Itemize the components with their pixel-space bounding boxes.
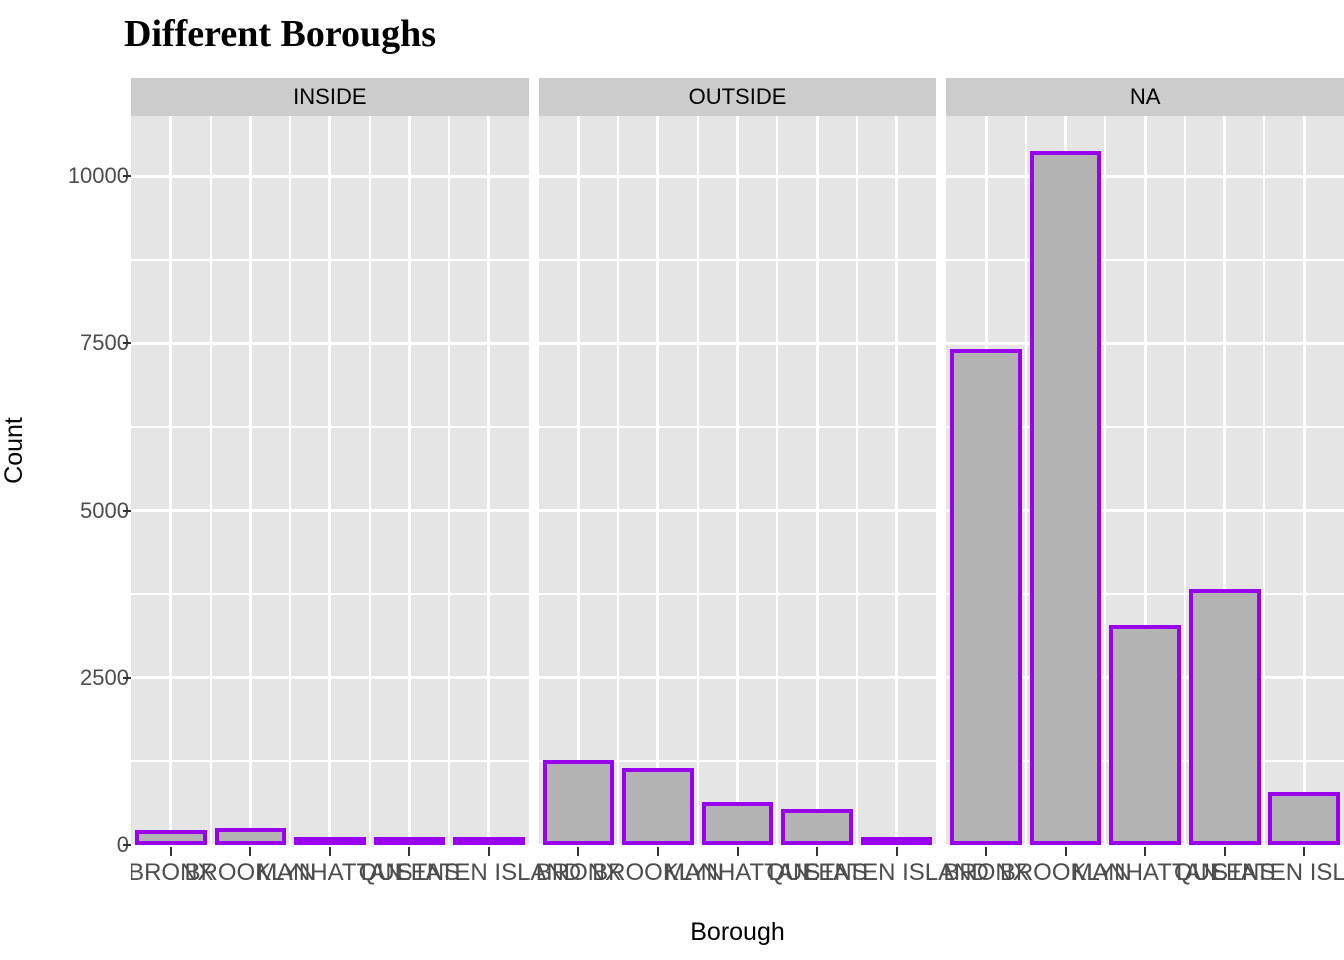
gridline-minor-vertical [1024, 116, 1027, 845]
bar[interactable] [294, 837, 366, 845]
bar-group [946, 116, 1344, 845]
y-axis-tick-mark [123, 844, 131, 846]
y-axis-tick-label: 0 [116, 832, 129, 857]
x-axis-tick-label: QUEENS [766, 859, 868, 886]
x-axis-tick-label: MANHATTAN [1072, 859, 1219, 886]
x-axis-tick-label: BRONX [535, 859, 622, 886]
gridline-minor-vertical [1183, 116, 1186, 845]
gridline-major-vertical [248, 116, 252, 845]
gridline-major-vertical [1223, 116, 1227, 845]
x-axis-tick-mark [408, 847, 411, 856]
gridline-major-vertical [1302, 116, 1306, 845]
bar-group [131, 116, 529, 845]
bar[interactable] [701, 802, 774, 845]
x-axis-tick-mark [249, 847, 252, 856]
x-axis-tick-mark [328, 847, 331, 856]
x-axis-tick-mark [577, 847, 580, 856]
gridline-major-vertical [487, 116, 491, 845]
x-axis-tick-mark [1303, 847, 1306, 856]
x-axis-tick-label: BROOKLYN [592, 859, 724, 886]
x-axis-tick-mark [487, 847, 490, 856]
x-axis-tick-mark [656, 847, 659, 856]
y-axis-tick-mark [123, 342, 131, 345]
bar[interactable] [950, 348, 1022, 845]
bar[interactable] [214, 827, 287, 845]
gridline-minor-vertical [617, 116, 620, 845]
gridline-major-vertical [169, 116, 173, 845]
facet-strip-label: OUTSIDE [538, 78, 937, 116]
gridline-major-vertical [656, 116, 660, 845]
bar-group [539, 116, 937, 845]
facet-panel-inside: INSIDE [131, 78, 529, 845]
x-axis-tick-label: STATEN ISLAND [396, 859, 582, 886]
gridline-major-vertical [1143, 116, 1147, 845]
x-axis-tick-mark [816, 847, 819, 856]
gridline-minor-vertical [855, 116, 858, 845]
gridline-minor-vertical [289, 116, 292, 845]
x-axis-tick-label: BROOKLYN [999, 859, 1132, 886]
y-axis-title: Count [0, 0, 28, 960]
bar[interactable] [1188, 588, 1261, 845]
x-axis-tick-label: MANHATTAN [256, 859, 403, 886]
x-axis-tick-label: BROOKLYN [184, 859, 317, 886]
bar[interactable] [622, 768, 694, 845]
y-axis-tick-mark [123, 175, 131, 178]
page-title: Different Boroughs [124, 13, 437, 55]
x-axis-tick-mark [1223, 847, 1226, 856]
facet-row: INSIDE OUTSIDE NA [131, 78, 1344, 845]
y-axis-tick-mark [123, 509, 131, 512]
facet-strip-label: NA [946, 78, 1344, 116]
facet-strip-label: INSIDE [131, 78, 529, 116]
y-axis-tick-label: 10000 [67, 163, 129, 189]
gridline-major-vertical [815, 116, 819, 845]
y-axis-tick-label: 7500 [80, 330, 129, 356]
x-axis-tick-label: STATEN ISLAND [1211, 859, 1344, 886]
x-axis-tick-mark [736, 847, 739, 856]
bar[interactable] [781, 808, 853, 845]
y-axis-title-label: Count [0, 416, 28, 484]
gridline-major-vertical [736, 116, 739, 845]
bar[interactable] [1029, 150, 1102, 845]
x-axis-tick-label: STATEN ISLAND [804, 859, 989, 886]
y-axis-tick-label: 5000 [80, 497, 129, 523]
x-axis-tick-mark [169, 847, 172, 856]
gridline-major-vertical [407, 116, 411, 845]
x-axis-title: Borough [690, 918, 785, 946]
x-axis-tick-mark [895, 847, 898, 856]
bar[interactable] [860, 837, 933, 845]
x-axis-tick-mark [1144, 847, 1147, 856]
gridline-minor-vertical [368, 116, 371, 845]
gridline-minor-vertical [1263, 116, 1266, 845]
x-axis-tick-label: BRONX [131, 859, 214, 886]
y-axis-tick-mark [123, 676, 131, 679]
plot-panel [131, 116, 529, 845]
y-axis-tick-label: 2500 [80, 664, 129, 690]
gridline-minor-vertical [696, 116, 699, 845]
plot-panel [946, 116, 1344, 845]
bar[interactable] [453, 837, 525, 845]
gridline-minor-vertical [448, 116, 451, 845]
x-axis-tick-label: MANHATTAN [664, 859, 811, 886]
facet-panel-na: NA [946, 78, 1344, 845]
bar[interactable] [1109, 624, 1181, 845]
x-axis-tick-label: BRONX [943, 859, 1029, 886]
bar[interactable] [542, 760, 615, 845]
x-axis-ticks: BRONX BROOKLYN MANHATTAN QUEENS STATEN ISLAN… [131, 845, 1344, 920]
plot-panel [538, 116, 937, 845]
bar[interactable] [134, 829, 207, 845]
gridline-major-vertical [895, 116, 899, 845]
bar[interactable] [373, 837, 446, 845]
x-axis-tick-mark [985, 847, 988, 856]
facet-panel-outside: OUTSIDE [538, 78, 937, 845]
x-axis-tick-label: QUEENS [1174, 859, 1276, 886]
bar[interactable] [1268, 792, 1341, 845]
x-axis-tick-label: QUEENS [358, 859, 461, 886]
gridline-major-vertical [328, 116, 332, 845]
x-axis-tick-mark [1064, 847, 1067, 856]
gridline-major-vertical [576, 116, 580, 845]
gridline-minor-vertical [209, 116, 212, 845]
gridline-minor-vertical [1104, 116, 1107, 845]
gridline-minor-vertical [776, 116, 779, 845]
